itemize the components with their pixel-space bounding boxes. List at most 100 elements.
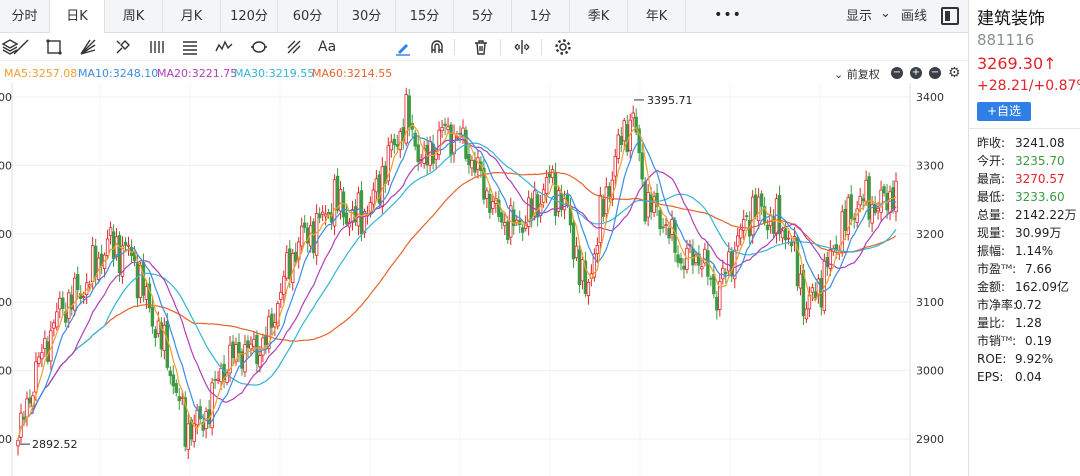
chart-canvas[interactable]: 3400 00 3300 00 3200 00 3100 00 3000 00 2900 00 3395…	[0, 83, 968, 476]
trash-icon[interactable]	[471, 37, 491, 57]
candle-body	[622, 120, 626, 142]
candle-body	[658, 210, 662, 230]
line-tool-icon[interactable]	[11, 37, 31, 57]
tab-0[interactable]: 分时	[0, 0, 50, 33]
stat-row: 市盈ᵀᴹ: 7.66	[977, 260, 1052, 278]
tab-8[interactable]: 5分	[454, 0, 512, 33]
candle-body	[416, 144, 420, 163]
stat-row: 市净率:0.72	[977, 296, 1042, 314]
candle-body	[297, 241, 301, 260]
candle-body	[162, 324, 167, 352]
display-dropdown[interactable]: 显示	[846, 9, 873, 24]
collapse-button[interactable]: −	[929, 67, 941, 79]
stat-row: 量比: 1.28	[977, 314, 1042, 332]
candle-body	[592, 253, 597, 278]
candle-body	[715, 296, 719, 311]
tab-2[interactable]: 周K	[105, 0, 163, 33]
tab-9[interactable]: 1分	[512, 0, 570, 33]
candle-body	[461, 127, 465, 136]
tab-11[interactable]: 年K	[628, 0, 686, 33]
candle-body	[547, 173, 552, 178]
zoom-out-button[interactable]: −	[891, 67, 903, 79]
candle-body	[458, 132, 462, 135]
y-axis-label: 3000	[916, 365, 944, 378]
tab-5[interactable]: 60分	[278, 0, 338, 33]
candle-body	[780, 230, 785, 239]
candlestick-chart[interactable]: 3400 00 3300 00 3200 00 3100 00 3000 00 2900 00 3395…	[0, 83, 968, 476]
candle-body	[882, 186, 886, 194]
fib-tool-icon[interactable]	[284, 37, 304, 57]
candle-body	[503, 222, 507, 227]
layout-icon[interactable]	[941, 7, 959, 25]
candle-body	[374, 178, 379, 193]
tab-4[interactable]: 120分	[221, 0, 278, 33]
stat-key: 振幅:	[977, 244, 1006, 258]
candle-body	[219, 367, 223, 383]
candle-body	[413, 132, 417, 147]
candle-body	[34, 361, 38, 393]
candle-body	[344, 212, 349, 225]
candle-body	[261, 337, 265, 356]
fan-tool-icon[interactable]	[78, 37, 98, 57]
text-tool-icon[interactable]	[359, 37, 379, 57]
candle-body	[861, 198, 865, 202]
candle-body	[264, 334, 268, 345]
candle-body	[759, 193, 764, 207]
text-tool-icon[interactable]: Aa	[318, 39, 337, 55]
candle-body	[73, 277, 77, 311]
candle-body	[282, 276, 286, 295]
stat-value: 3233.60	[1015, 190, 1065, 204]
tab-10[interactable]: 季K	[570, 0, 628, 33]
draw-lines-button[interactable]: 画线	[901, 9, 928, 24]
panel-divider	[969, 128, 1080, 129]
tab-6[interactable]: 30分	[338, 0, 396, 33]
candle-body	[225, 372, 229, 383]
stat-value: 1.14%	[1015, 244, 1054, 258]
candle-body	[368, 202, 373, 212]
stat-key: ROE:	[977, 352, 1007, 366]
candle-body	[595, 244, 600, 255]
brush-tool-icon[interactable]	[113, 37, 133, 57]
settings-icon[interactable]	[553, 37, 573, 57]
chart-settings-icon[interactable]: ⚙	[948, 65, 961, 81]
rectangle-tool-icon[interactable]	[44, 37, 64, 57]
candle-body	[586, 281, 591, 296]
candle-body	[610, 179, 615, 201]
list-tool-icon[interactable]	[180, 37, 200, 57]
price-adjust-dropdown[interactable]: ⌄ 前复权	[834, 68, 880, 81]
candle-body	[237, 341, 241, 354]
parallel-lines-icon[interactable]	[147, 37, 167, 57]
candle-body	[279, 291, 283, 300]
chevron-down-icon[interactable]: ⌄	[880, 6, 891, 21]
tab-1[interactable]: 日K	[50, 0, 105, 33]
cycle-tool-icon[interactable]	[249, 37, 269, 57]
candle-body	[276, 303, 280, 327]
layers-icon[interactable]	[0, 37, 20, 57]
candle-body	[828, 249, 833, 269]
candle-body	[870, 204, 874, 224]
magnet-icon[interactable]	[427, 37, 447, 57]
candle-body	[512, 209, 516, 227]
wave-tool-icon[interactable]	[214, 37, 234, 57]
candle-body	[55, 311, 59, 328]
candle-body	[443, 123, 447, 127]
pen-icon[interactable]	[393, 37, 413, 57]
candle-body	[783, 228, 788, 241]
add-watchlist-button[interactable]: +自选	[977, 102, 1031, 121]
candle-body	[252, 338, 256, 347]
candle-body	[434, 151, 438, 160]
candle-body	[144, 286, 149, 300]
expand-icon[interactable]	[512, 37, 532, 57]
stat-row: 市销ᵀᴹ: 0.19	[977, 332, 1052, 350]
candle-body	[228, 344, 232, 374]
more-periods-button[interactable]: •••	[714, 7, 742, 23]
zoom-in-button[interactable]: +	[910, 67, 922, 79]
stat-value: 0.04	[1015, 370, 1042, 384]
tab-7[interactable]: 15分	[396, 0, 454, 33]
candle-body	[317, 213, 322, 219]
tab-3[interactable]: 月K	[163, 0, 221, 33]
candle-body	[258, 355, 262, 368]
candle-body	[177, 396, 181, 402]
y-axis-label-left: 00	[0, 91, 12, 104]
candle-body	[359, 190, 364, 235]
